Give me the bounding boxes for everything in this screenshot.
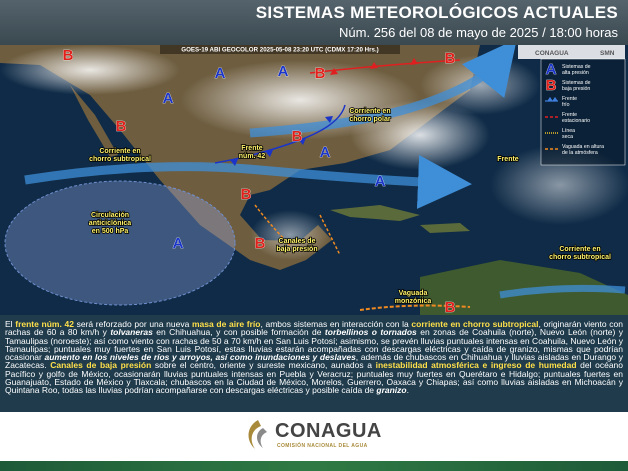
pressure-center: A — [320, 144, 331, 161]
cloud — [420, 55, 540, 115]
highlight: masa de aire frío — [192, 320, 261, 329]
text: será reforzado por una nueva — [73, 320, 192, 329]
subtitle: Núm. 256 del 08 de mayo de 2025 / 18:00 … — [339, 25, 618, 40]
subtropical-jet — [499, 284, 626, 299]
south-america — [420, 260, 628, 315]
subtropical-jet — [24, 154, 472, 209]
text: del océano Pacífico y golfo de México, o… — [5, 360, 623, 396]
map-label: baja presión — [276, 246, 317, 253]
logos-bg — [518, 45, 625, 59]
legend-symbol: A — [546, 61, 557, 78]
front-symbols — [330, 58, 418, 75]
legend-label: Vaguada en altura de la atmósfera — [562, 144, 604, 156]
legend-items: A Sistemas de alta presión B Sistemas de baja… — [545, 61, 604, 156]
legend-label: Sistemas de alta presión — [562, 64, 591, 76]
map-label: Circulación — [91, 212, 129, 219]
logo-emblem — [248, 420, 267, 449]
anticyclone-area — [4, 180, 236, 306]
legend-label: Sistemas de baja presión — [562, 80, 591, 92]
header: SISTEMAS METEOROLÓGICOS ACTUALES Núm. 25… — [0, 0, 628, 45]
monsoon-trough — [359, 304, 471, 311]
footer: CONAGUA COMISIÓN NACIONAL DEL AGUA — [0, 412, 628, 471]
pressure-center: A — [375, 173, 386, 190]
text: , ambos sistemas en interacción con la — [260, 320, 412, 329]
pressure-center: B — [292, 128, 303, 145]
highlight: inestabilidad atmosférica e ingreso de h… — [375, 360, 577, 371]
pressure-center: B — [315, 65, 326, 82]
baja-california — [70, 85, 118, 157]
map-label: Corriente en — [99, 148, 140, 155]
map-label: Corriente en — [349, 108, 390, 115]
cuba — [330, 205, 420, 221]
cloud — [0, 45, 180, 95]
legend-label: Frente frío — [562, 96, 577, 108]
polar-jet — [249, 45, 517, 138]
logo: SMN — [600, 50, 615, 57]
map-label: anticiclónica — [89, 220, 132, 227]
legend-label: Línea seca — [562, 128, 575, 140]
emphasis: aumento en los niveles de ríos y arroyos… — [44, 352, 356, 363]
map-label: chorro subtropical — [549, 254, 611, 261]
text: sobre el centro, oriente y sureste mexic… — [151, 360, 376, 371]
legend-symbol: B — [546, 77, 557, 94]
pressure-center: B — [116, 118, 127, 135]
image-source: GOES-19 ABI GEOCOLOR 2025-05-08 23:20 UT… — [181, 47, 379, 54]
map-label: Corriente en — [559, 246, 600, 253]
map-label: núm. 42 — [239, 153, 266, 160]
emphasis: torbellinos o tornados — [324, 327, 417, 338]
text: en zonas de Coahuila (norte), Nuevo León… — [5, 327, 623, 363]
map-label: Canales de — [279, 238, 316, 245]
map-label: Vaguada — [399, 290, 428, 297]
pressure-center: B — [445, 299, 456, 315]
text: , originarán viento con rachas de 60 a 8… — [5, 320, 623, 338]
logo: CONAGUA — [535, 50, 569, 57]
logo-text: CONAGUA — [275, 420, 382, 442]
map-label: en 500 hPa — [92, 228, 129, 235]
map-label: chorro polar — [349, 116, 391, 123]
forecast-text-area: El frente núm. 42 será reforzado por una… — [0, 315, 628, 412]
logo-subtitle: COMISIÓN NACIONAL DEL AGUA — [277, 443, 368, 449]
legend-icon — [545, 96, 558, 102]
forecast-text: El frente núm. 42 será reforzado por una… — [5, 320, 623, 412]
emphasis: tolvaneras — [110, 327, 153, 338]
highlight: Canales de baja presión — [50, 360, 152, 371]
pressure-center: B — [63, 47, 74, 64]
legend-label: Frente estacionario — [562, 112, 590, 124]
pressure-center: B — [241, 186, 252, 203]
title: SISTEMAS METEOROLÓGICOS ACTUALES — [255, 3, 618, 22]
text: El — [5, 320, 16, 329]
pressure-center: A — [173, 235, 184, 252]
pressure-center: B — [445, 50, 456, 67]
highlight: corriente en chorro subtropical — [411, 320, 539, 329]
legend — [540, 58, 626, 166]
highlight: frente núm. 42 — [15, 320, 74, 329]
satellite-map: GOES-19 ABI GEOCOLOR 2025-05-08 23:20 UT… — [0, 45, 628, 315]
low-pressure-troughs — [254, 204, 341, 256]
emphasis: granizo — [376, 385, 407, 396]
map-label: monzónica — [395, 298, 432, 305]
footer-strip — [0, 461, 628, 471]
pressure-center: A — [163, 90, 174, 107]
source-bg — [160, 45, 400, 54]
map-label: Frente — [497, 156, 519, 163]
text: en Chihuahua, y con posible formación de — [152, 327, 325, 338]
map-label: chorro subtropical — [89, 156, 151, 163]
pressure-center: A — [215, 65, 226, 82]
pressure-center: B — [255, 235, 266, 252]
stationary-front — [309, 59, 461, 74]
text: . — [406, 385, 409, 396]
cloud — [250, 210, 330, 260]
pressure-center: A — [278, 63, 289, 80]
map-label: Frente — [241, 145, 263, 152]
hispaniola — [420, 223, 470, 233]
text: , además de chubascos en Chihuahua y llu… — [5, 352, 623, 371]
